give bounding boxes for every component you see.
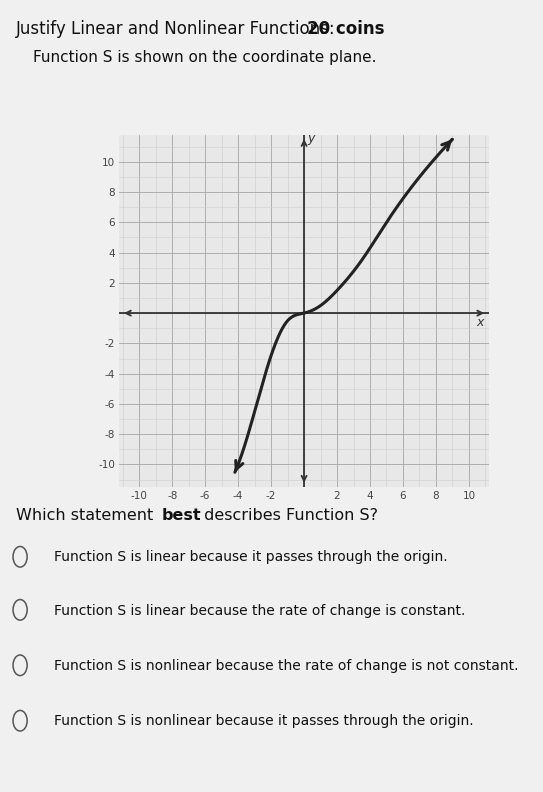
Text: best: best bbox=[162, 508, 201, 524]
Text: y: y bbox=[308, 132, 315, 145]
Text: x: x bbox=[477, 316, 484, 329]
Text: 20 coins: 20 coins bbox=[307, 20, 384, 38]
Text: Which statement: Which statement bbox=[16, 508, 159, 524]
Text: Function S is nonlinear because the rate of change is not constant.: Function S is nonlinear because the rate… bbox=[54, 659, 519, 673]
Text: Function S is linear because it passes through the origin.: Function S is linear because it passes t… bbox=[54, 550, 448, 565]
Text: Function S is linear because the rate of change is constant.: Function S is linear because the rate of… bbox=[54, 604, 466, 618]
Text: Function S is nonlinear because it passes through the origin.: Function S is nonlinear because it passe… bbox=[54, 714, 474, 729]
Text: Justify Linear and Nonlinear Functions:: Justify Linear and Nonlinear Functions: bbox=[16, 20, 341, 38]
Text: Function S is shown on the coordinate plane.: Function S is shown on the coordinate pl… bbox=[33, 50, 376, 65]
Text: describes Function S?: describes Function S? bbox=[199, 508, 378, 524]
